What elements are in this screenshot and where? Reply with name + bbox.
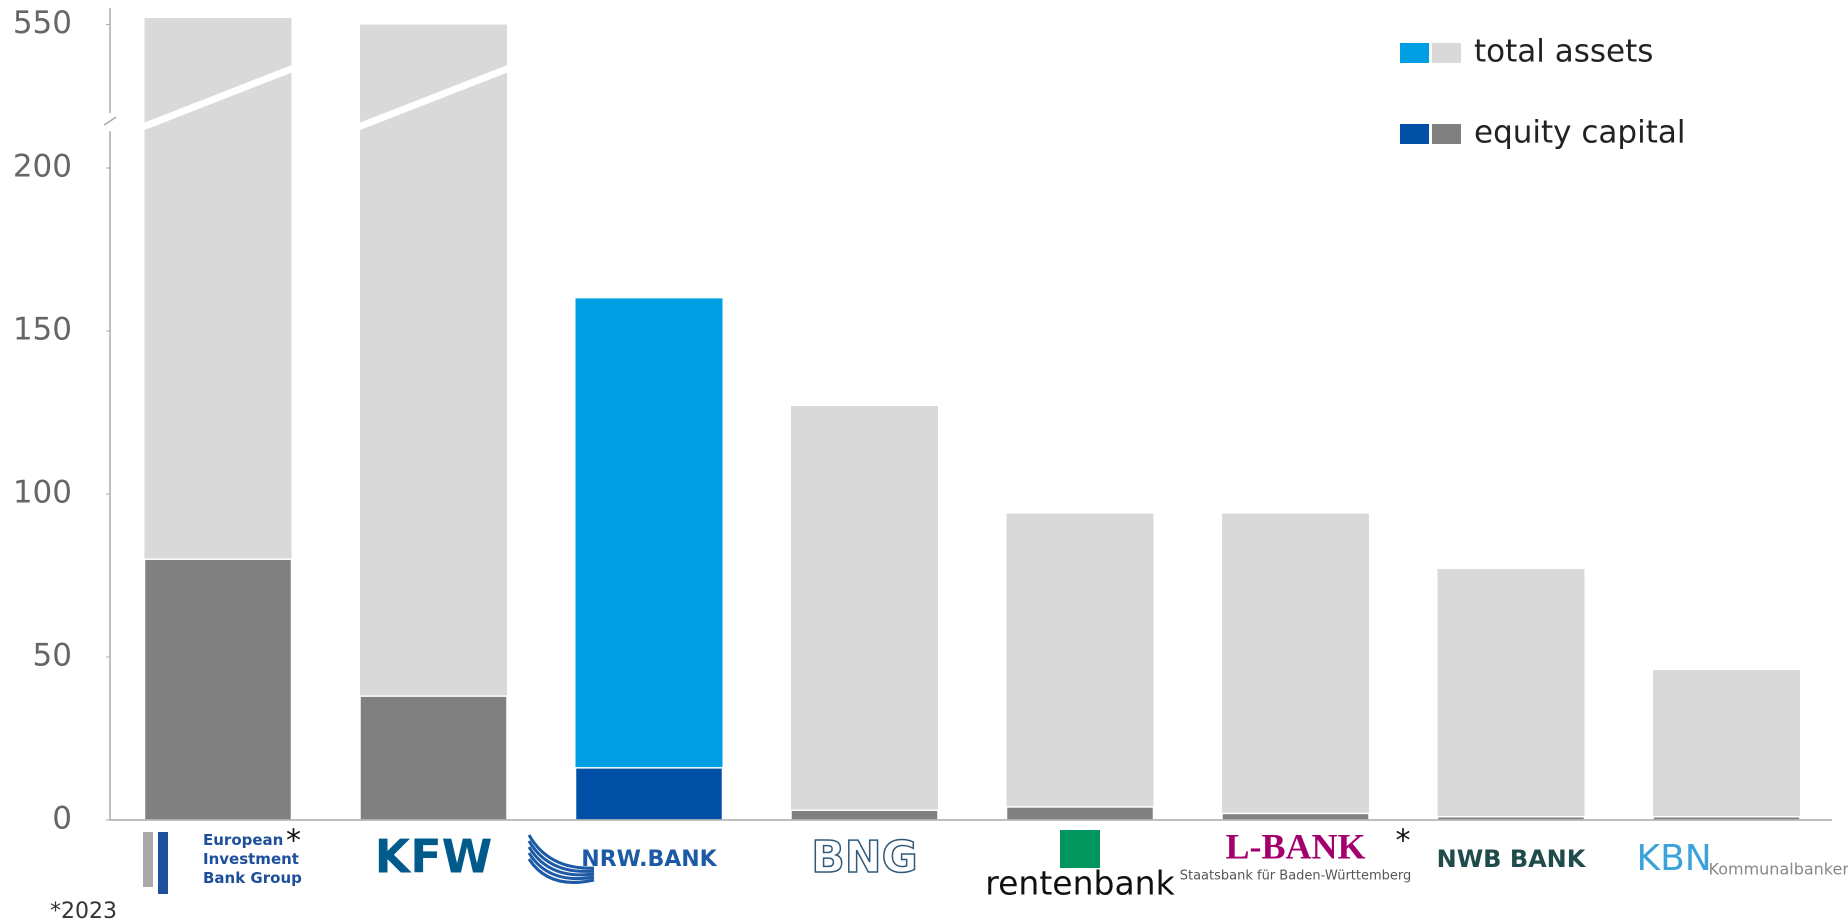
category-sublabel: Kommunalbanken Norge xyxy=(1709,860,1848,879)
category-label-line: Bank Group xyxy=(203,869,302,887)
legend-label: equity capital xyxy=(1474,115,1685,151)
category-note: * xyxy=(1396,824,1411,859)
axis-break xyxy=(103,116,117,126)
axis-break-mark xyxy=(141,64,295,131)
bar xyxy=(1653,670,1800,820)
y-tick-label: 550 xyxy=(13,5,72,41)
logo-mark xyxy=(527,834,595,870)
category-label: KFW xyxy=(375,830,493,884)
bar xyxy=(359,695,508,821)
legend-swatch xyxy=(1432,124,1461,144)
bar xyxy=(360,24,507,821)
legend-swatch xyxy=(1400,124,1429,144)
logo-mark xyxy=(1060,830,1100,868)
category-label-line: European xyxy=(203,831,283,849)
category-label: KBN xyxy=(1637,838,1712,879)
logo-mark xyxy=(527,840,595,873)
y-tick-label: 200 xyxy=(13,149,72,185)
logo-mark xyxy=(143,832,153,887)
bar xyxy=(1221,812,1370,821)
legend-swatch xyxy=(1400,43,1429,63)
legend-label: total assets xyxy=(1474,34,1653,70)
logo-mark xyxy=(527,852,595,881)
bar xyxy=(790,809,939,821)
y-tick-label: 100 xyxy=(13,475,72,511)
bar xyxy=(1006,513,1154,820)
footnote: *2023 xyxy=(50,899,117,921)
logo-mark xyxy=(527,858,595,884)
bar xyxy=(1437,568,1585,820)
category-sublabel: Staatsbank für Baden-Württemberg xyxy=(1180,869,1412,884)
logo-mark xyxy=(158,832,168,894)
category-note: * xyxy=(286,824,301,859)
bar xyxy=(575,298,723,820)
bar xyxy=(1005,806,1155,821)
category-label: rentenbank xyxy=(985,864,1175,903)
category-label: NWB BANK xyxy=(1437,845,1587,873)
y-tick-label: 150 xyxy=(13,312,72,348)
category-label: NRW.BANK xyxy=(581,847,717,872)
axis-break-mark xyxy=(356,64,511,131)
bar xyxy=(574,767,724,821)
legend-swatch xyxy=(1432,43,1461,63)
bar xyxy=(1222,513,1369,820)
category-label: L-BANK xyxy=(1225,826,1365,866)
category-label-line: Investment xyxy=(203,850,299,868)
category-label: European Investment Bank Group xyxy=(203,831,302,887)
logo-mark xyxy=(527,846,595,877)
y-tick-label: 50 xyxy=(33,638,72,674)
y-tick-label: 0 xyxy=(52,801,72,837)
bar xyxy=(143,558,293,821)
category-label: BNG xyxy=(811,832,917,883)
bar xyxy=(791,405,938,820)
